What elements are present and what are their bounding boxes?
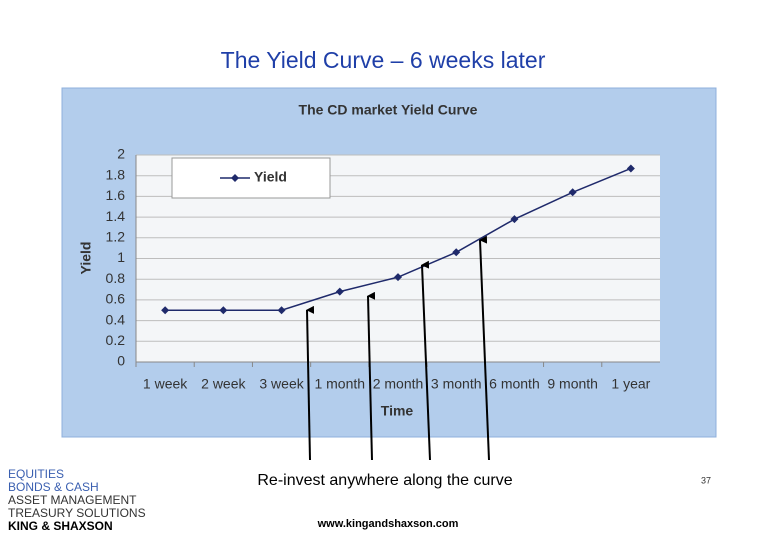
data-point [510,215,519,224]
x-tick-label: 1 month [314,376,365,392]
arrows [306,235,490,461]
data-point [394,273,402,282]
y-axis-label: Yield [78,242,94,275]
legend-marker [231,174,239,182]
y-tick-label: 1 [117,249,125,265]
website: www.kingandshaxson.com [317,518,459,530]
y-tick-label: 1.8 [106,166,126,182]
logo-line: TREASURY SOLUTIONS [8,506,146,520]
arrow [421,260,431,461]
data-point [626,164,635,173]
chart-title: The CD market Yield Curve [299,102,478,118]
x-axis-label: Time [381,403,414,419]
x-tick-label: 3 week [259,376,304,392]
arrow [479,235,490,461]
y-tick-label: 0.4 [106,311,126,327]
arrow [306,305,315,461]
data-point [161,306,170,315]
x-tick-label: 9 month [547,376,598,392]
logo-line: EQUITIES [8,467,64,481]
arrow [367,291,376,461]
logo-line: KING & SHAXSON [8,519,113,533]
x-tick-label: 6 month [489,376,540,392]
plot: 0 0.2 0.4 0.6 0.8 1 1.2 1.4 1.6 1.8 2 1 week 2 week 3… [106,146,660,392]
x-tick-label: 1 week [143,376,188,392]
data-point [219,306,228,315]
x-tick-label: 1 year [611,376,650,392]
y-tick-label: 1.6 [106,187,126,203]
slide-title: The Yield Curve – 6 weeks later [221,47,546,73]
caption: Re-invest anywhere along the curve [257,472,512,489]
data-point [452,248,461,257]
y-tick-label: 0.8 [106,270,126,286]
x-tick-label: 3 month [431,376,482,392]
y-tick-label: 1.4 [106,208,126,224]
page-number: 37 [701,475,711,485]
legend-label: Yield [254,169,287,185]
y-tick-label: 0 [117,353,125,369]
data-point [277,306,286,315]
x-tick-label: 2 week [201,376,246,392]
legend-box [171,157,331,199]
y-tick-label: 1.2 [106,229,126,245]
logo-line: BONDS & CASH [8,480,99,494]
y-tick-label: 0.2 [106,332,126,348]
data-point [568,188,577,197]
x-tick-label: 2 month [373,376,424,392]
y-tick-label: 0.6 [106,291,126,307]
data-point [335,287,344,296]
y-tick-label: 2 [117,146,125,162]
logo-line: ASSET MANAGEMENT [8,493,137,507]
